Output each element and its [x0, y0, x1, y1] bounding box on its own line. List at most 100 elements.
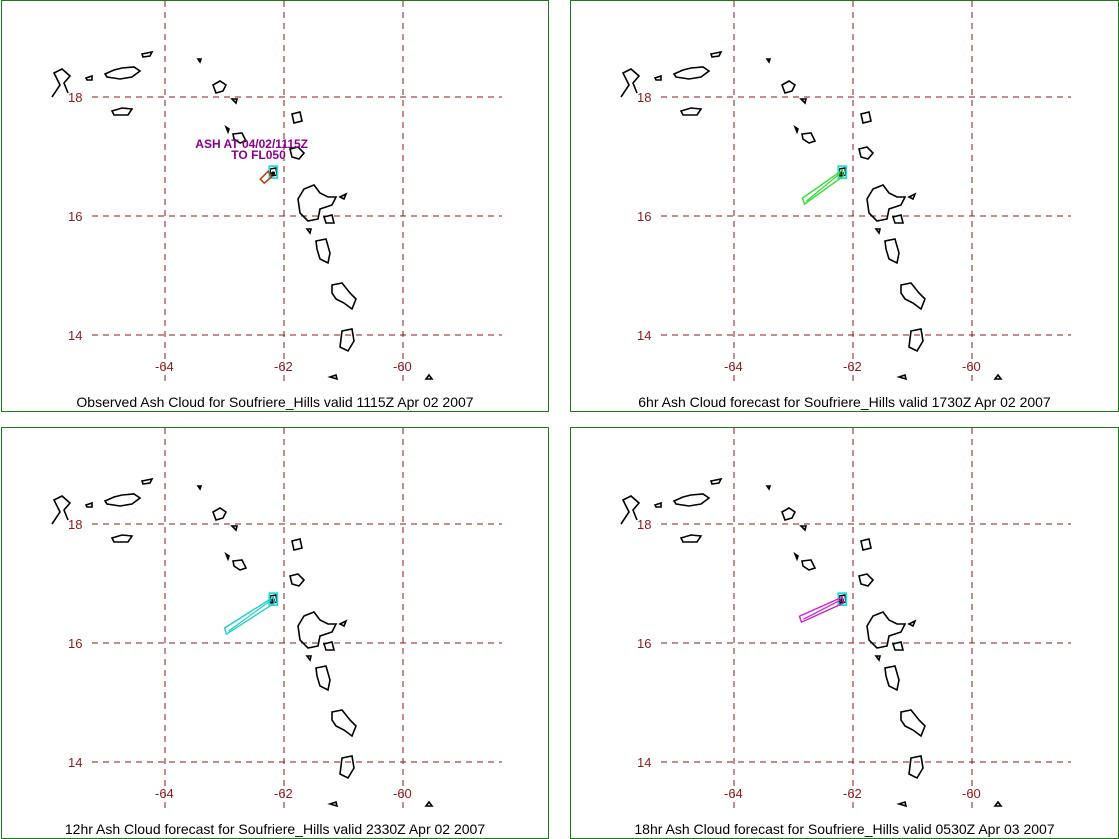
- latitude-tick-label: 14: [68, 328, 82, 343]
- puerto-rico-east-coast: [51, 495, 72, 525]
- anguilla-island: [196, 485, 203, 491]
- panel-6hr-forecast: -64 -62 -60 18 16 14 6hr Ash Cloud forecast f…: [570, 0, 1119, 412]
- antigua-island: [858, 146, 875, 160]
- antigua-island: [289, 573, 306, 587]
- st-croix-island: [679, 107, 703, 116]
- anguilla-island: [196, 58, 203, 64]
- ash-plume-inner: [803, 599, 841, 620]
- longitude-tick-label: -64: [155, 786, 174, 801]
- graticule: -64 -62 -60 18 16 14: [637, 428, 1071, 813]
- marie-galante-island: [891, 641, 905, 651]
- st-barth-island: [799, 98, 808, 105]
- barbados-island: [424, 800, 434, 807]
- st-kitts-island: [224, 551, 248, 571]
- martinique-island: [331, 709, 357, 738]
- longitude-tick-label: -62: [843, 786, 862, 801]
- volcano-vent: [271, 171, 276, 175]
- latitude-tick-label: 16: [68, 636, 82, 651]
- st-barth-island: [230, 525, 239, 532]
- st-lucia-island: [908, 328, 924, 353]
- barbuda-island: [291, 538, 303, 551]
- vieques-island: [84, 501, 93, 508]
- st-lucia-island: [339, 328, 355, 353]
- virgin-islands: [103, 66, 142, 80]
- st-croix-island: [110, 534, 134, 543]
- guadeloupe-island: [866, 611, 907, 649]
- st-vincent-island: [896, 373, 908, 381]
- anegada-island: [140, 477, 154, 485]
- puerto-rico-east-coast: [620, 495, 641, 525]
- latitude-tick-label: 14: [637, 328, 651, 343]
- st-lucia-island: [339, 755, 355, 780]
- dominica-island: [884, 665, 900, 692]
- barbados-island: [993, 800, 1003, 807]
- st-martin-island: [212, 80, 228, 94]
- coastlines: [51, 50, 434, 381]
- longitude-tick-label: -60: [962, 359, 981, 374]
- barbados-island: [424, 373, 434, 380]
- virgin-islands: [103, 493, 142, 507]
- longitude-tick-label: -64: [724, 359, 743, 374]
- panel-12hr-forecast: -64 -62 -60 18 16 14 12hr Ash Cloud forecast …: [1, 427, 549, 839]
- anguilla-island: [765, 485, 772, 491]
- panel-caption: 18hr Ash Cloud forecast for Soufriere_Hi…: [634, 821, 1055, 837]
- graticule: -64 -62 -60 18 16 14: [637, 1, 1071, 386]
- les-saintes-island: [874, 228, 882, 235]
- ash-plume-inner: [806, 172, 841, 202]
- guadeloupe-island: [866, 184, 907, 222]
- st-vincent-island: [327, 800, 339, 808]
- graticule: -64 -62 -60 18 16 14: [68, 1, 502, 386]
- st-vincent-island: [896, 800, 908, 808]
- virgin-islands: [672, 493, 711, 507]
- marie-galante-island: [322, 214, 336, 224]
- st-martin-island: [781, 507, 797, 521]
- panel-caption: 6hr Ash Cloud forecast for Soufriere_Hil…: [638, 394, 1051, 410]
- ash-annotation-line-1: ASH AT 04/02/1115Z: [195, 137, 308, 151]
- st-kitts-island: [793, 124, 817, 144]
- latitude-tick-label: 16: [637, 209, 651, 224]
- coastlines: [620, 477, 1003, 808]
- ash-map-12hr: -64 -62 -60 18 16 14: [51, 428, 502, 813]
- st-martin-island: [781, 80, 797, 94]
- latitude-tick-label: 14: [637, 755, 651, 770]
- vieques-island: [653, 501, 662, 508]
- les-saintes-island: [874, 655, 882, 662]
- st-vincent-island: [327, 373, 339, 381]
- dominica-island: [315, 665, 331, 692]
- panel-caption: 12hr Ash Cloud forecast for Soufriere_Hi…: [64, 821, 486, 837]
- graticule: -64 -62 -60 18 16 14: [68, 428, 502, 813]
- les-saintes-island: [305, 228, 313, 235]
- antigua-island: [289, 146, 306, 160]
- martinique-island: [900, 709, 926, 738]
- anguilla-island: [765, 58, 772, 64]
- puerto-rico-east-coast: [620, 68, 641, 98]
- ash-plume-inner: [228, 599, 272, 632]
- ash-plume-outline: [801, 168, 845, 206]
- antigua-island: [858, 573, 875, 587]
- latitude-tick-label: 18: [68, 90, 82, 105]
- vieques-island: [653, 74, 662, 81]
- latitude-tick-label: 18: [68, 517, 82, 532]
- barbados-island: [993, 373, 1003, 380]
- st-barth-island: [230, 98, 239, 105]
- longitude-tick-label: -62: [274, 786, 293, 801]
- martinique-island: [331, 282, 357, 311]
- longitude-tick-label: -64: [724, 786, 743, 801]
- dominica-island: [315, 238, 331, 265]
- coastlines: [51, 477, 434, 808]
- barbuda-island: [860, 111, 872, 124]
- desirade-island: [338, 192, 348, 201]
- latitude-tick-label: 18: [637, 517, 651, 532]
- ash-plume-outline: [223, 596, 276, 636]
- longitude-tick-label: -64: [155, 359, 174, 374]
- ash-map-6hr: -64 -62 -60 18 16 14: [620, 1, 1071, 386]
- les-saintes-island: [305, 655, 313, 662]
- panel-caption: Observed Ash Cloud for Soufriere_Hills v…: [76, 394, 474, 410]
- longitude-tick-label: -60: [962, 786, 981, 801]
- barbuda-island: [291, 111, 303, 124]
- vieques-island: [84, 74, 93, 81]
- ash-cloud-polygon: [259, 169, 273, 185]
- st-lucia-island: [908, 755, 924, 780]
- ash-map-18hr: -64 -62 -60 18 16 14: [620, 428, 1071, 813]
